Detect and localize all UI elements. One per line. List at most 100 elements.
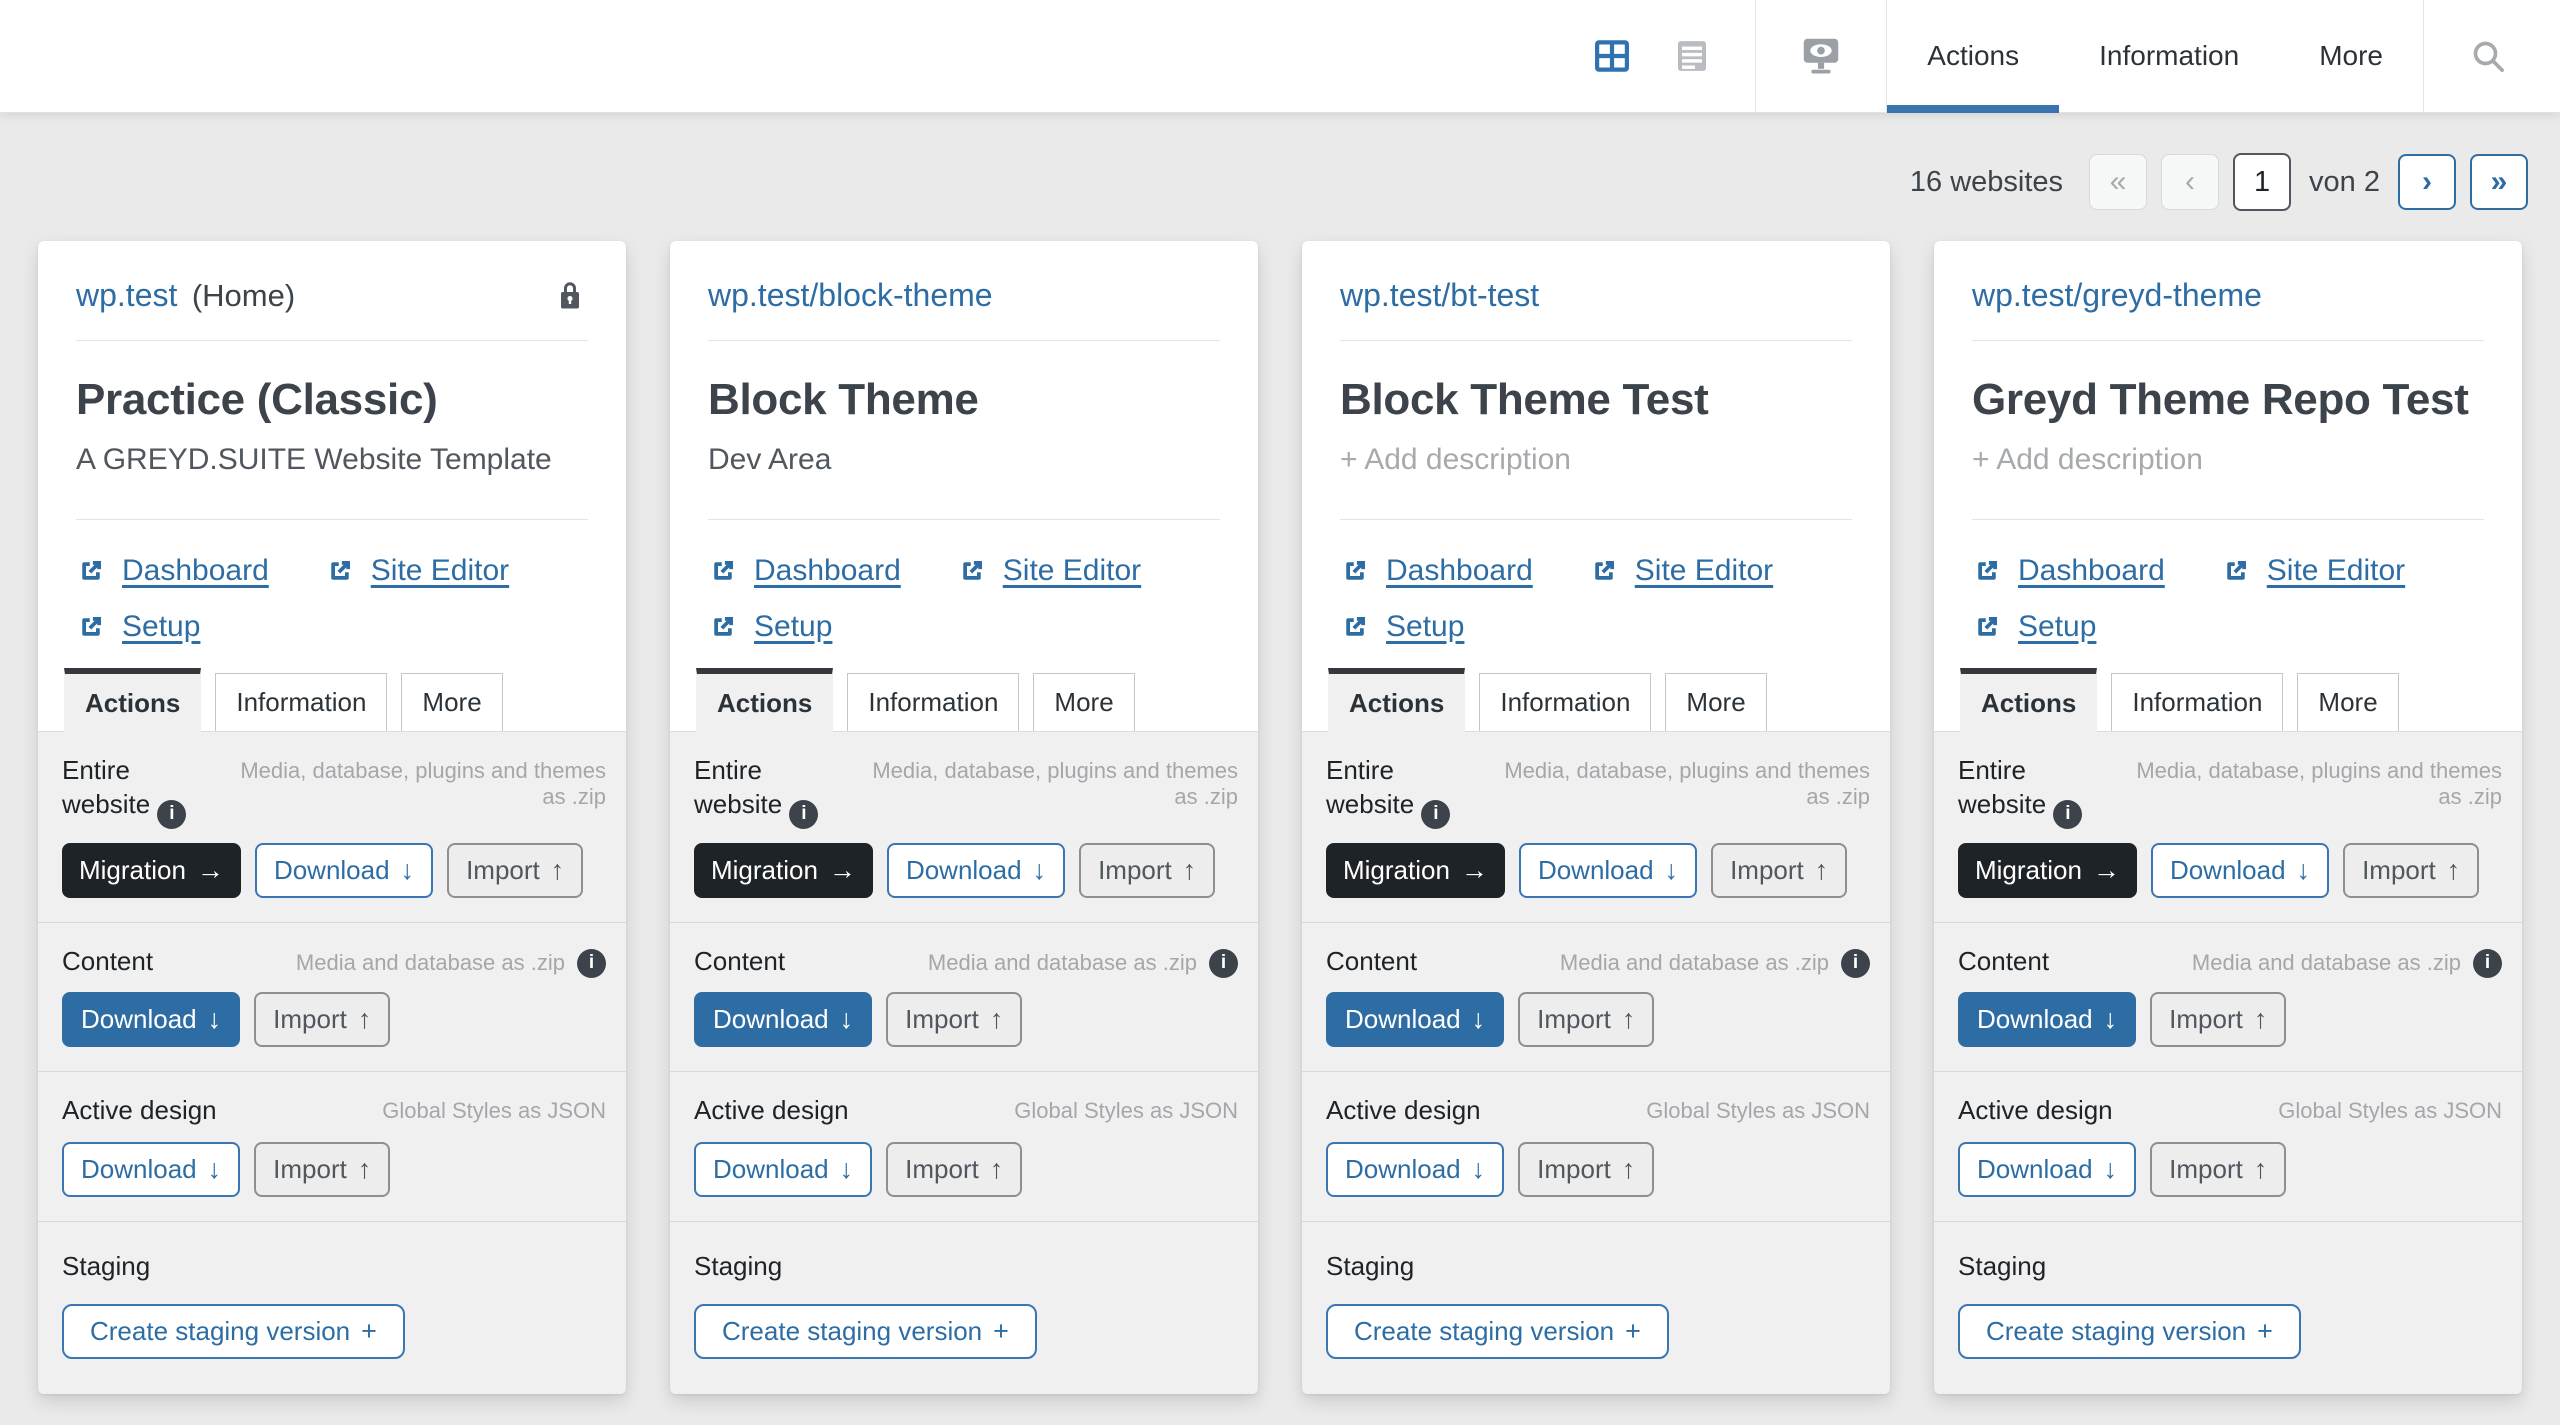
prev-page-button[interactable]: ‹ — [2161, 154, 2220, 210]
import-button[interactable]: Import ↑ — [2150, 1142, 2287, 1198]
card-tab-information[interactable]: Information — [2111, 673, 2284, 731]
card-tab-more[interactable]: More — [2297, 673, 2399, 731]
create-staging-version-button[interactable]: Create staging version + — [694, 1304, 1037, 1360]
section-caption-box: Media, database, plugins and themes as .… — [2111, 754, 2502, 810]
topbar-tab-actions[interactable]: Actions — [1887, 0, 2059, 113]
search-button[interactable] — [2468, 36, 2508, 76]
info-icon[interactable]: i — [157, 799, 187, 829]
dashboard-link[interactable]: Dashboard — [1340, 554, 1533, 588]
download-button[interactable]: Download ↓ — [1518, 842, 1698, 898]
download-button[interactable]: Download ↓ — [886, 842, 1066, 898]
card-tab-actions[interactable]: Actions — [696, 668, 834, 732]
preview-toggle[interactable] — [1798, 33, 1844, 79]
card-tab-more[interactable]: More — [1033, 673, 1135, 731]
external-link-icon — [1978, 561, 1997, 580]
card-tab-information[interactable]: Information — [215, 673, 388, 731]
site-editor-link[interactable]: Site Editor — [325, 554, 509, 588]
create-staging-version-button[interactable]: Create staging version + — [1326, 1304, 1669, 1360]
setup-link[interactable]: Setup — [1972, 610, 2096, 644]
site-editor-link[interactable]: Site Editor — [2221, 554, 2405, 588]
site-description[interactable]: Dev Area — [708, 443, 832, 476]
download-button[interactable]: Download ↓ — [62, 1142, 241, 1198]
download-button[interactable]: Download ↓ — [1326, 992, 1505, 1048]
import-button[interactable]: Import ↑ — [1079, 842, 1216, 898]
import-button[interactable]: Import ↑ — [254, 1142, 391, 1198]
import-button[interactable]: Import ↑ — [254, 992, 391, 1048]
first-page-button[interactable]: « — [2089, 154, 2148, 210]
download-button[interactable]: Download ↓ — [1958, 1142, 2137, 1198]
import-button[interactable]: Import ↑ — [1518, 992, 1655, 1048]
card-tab-actions[interactable]: Actions — [64, 668, 202, 732]
download-button[interactable]: Download ↓ — [2150, 842, 2330, 898]
arrow-icon: ↑ — [989, 1004, 1004, 1035]
topbar-tab-more[interactable]: More — [2279, 0, 2423, 112]
search-group — [2424, 0, 2560, 112]
import-button[interactable]: Import ↑ — [1711, 842, 1848, 898]
migration-button[interactable]: Migration → — [694, 842, 873, 898]
site-editor-link[interactable]: Site Editor — [1589, 554, 1773, 588]
create-staging-version-button[interactable]: Create staging version + — [1958, 1304, 2301, 1360]
site-editor-link[interactable]: Site Editor — [957, 554, 1141, 588]
info-icon[interactable]: i — [1209, 948, 1238, 978]
section-content: Content Media and database as .zip i Downlo… — [1302, 921, 1890, 1072]
section-staging: Staging Create staging version + — [1934, 1221, 2522, 1383]
arrow-icon: ↑ — [1814, 854, 1829, 885]
section-content: Content Media and database as .zip i Downlo… — [670, 921, 1258, 1072]
migration-button[interactable]: Migration → — [62, 842, 241, 898]
download-button[interactable]: Download ↓ — [62, 992, 241, 1048]
card-tab-information[interactable]: Information — [847, 673, 1020, 731]
info-icon[interactable]: i — [1421, 799, 1451, 829]
migration-button[interactable]: Migration → — [1958, 842, 2137, 898]
download-button[interactable]: Download ↓ — [1326, 1142, 1505, 1198]
import-button[interactable]: Import ↑ — [447, 842, 584, 898]
dashboard-link[interactable]: Dashboard — [76, 554, 269, 588]
card-tab-more[interactable]: More — [401, 673, 503, 731]
import-button[interactable]: Import ↑ — [886, 992, 1023, 1048]
import-button[interactable]: Import ↑ — [2150, 992, 2287, 1048]
card-tab-more[interactable]: More — [1665, 673, 1767, 731]
arrow-icon: ↑ — [2253, 1154, 2268, 1185]
import-button[interactable]: Import ↑ — [1518, 1142, 1655, 1198]
site-description[interactable]: A GREYD.SUITE Website Template — [76, 443, 552, 476]
site-url-link[interactable]: wp.test/greyd-theme — [1972, 277, 2262, 313]
topbar-tab-information[interactable]: Information — [2059, 0, 2279, 112]
section-caption: Global Styles as JSON — [1014, 1098, 1238, 1124]
button-label: Create staging version — [722, 1316, 983, 1347]
download-button[interactable]: Download ↓ — [694, 992, 873, 1048]
migration-button[interactable]: Migration → — [1326, 842, 1505, 898]
grid-view-toggle[interactable] — [1591, 35, 1633, 77]
site-description[interactable]: + Add description — [1972, 443, 2203, 476]
site-description[interactable]: + Add description — [1340, 443, 1571, 476]
setup-link[interactable]: Setup — [708, 610, 832, 644]
next-page-button[interactable]: › — [2398, 154, 2456, 210]
info-icon[interactable]: i — [1841, 948, 1870, 978]
setup-link[interactable]: Setup — [76, 610, 200, 644]
last-page-button[interactable]: » — [2470, 154, 2528, 210]
download-button[interactable]: Download ↓ — [254, 842, 434, 898]
create-staging-version-button[interactable]: Create staging version + — [62, 1304, 405, 1360]
page-number-input[interactable] — [2233, 153, 2292, 211]
section-head: Entire website i Media, database, plugins… — [62, 754, 606, 829]
card-tab-actions[interactable]: Actions — [1960, 668, 2098, 732]
import-button[interactable]: Import ↑ — [886, 1142, 1023, 1198]
setup-link[interactable]: Setup — [1340, 610, 1464, 644]
download-button[interactable]: Download ↓ — [1958, 992, 2137, 1048]
list-view-toggle[interactable] — [1671, 35, 1713, 77]
top-bar: Actions Information More — [0, 0, 2560, 113]
site-url-note: (Home) — [191, 278, 296, 313]
quick-links: Dashboard Site Editor Setup — [708, 520, 1220, 668]
info-icon[interactable]: i — [789, 799, 819, 829]
info-icon[interactable]: i — [2473, 948, 2502, 978]
site-url-link[interactable]: wp.test/bt-test — [1340, 277, 1540, 313]
info-icon[interactable]: i — [2053, 799, 2083, 829]
dashboard-link[interactable]: Dashboard — [1972, 554, 2165, 588]
download-button[interactable]: Download ↓ — [694, 1142, 873, 1198]
card-tab-information[interactable]: Information — [1479, 673, 1652, 731]
import-button[interactable]: Import ↑ — [2343, 842, 2480, 898]
site-url-link[interactable]: wp.test — [76, 277, 178, 313]
card-tab-actions[interactable]: Actions — [1328, 668, 1466, 732]
dashboard-link[interactable]: Dashboard — [708, 554, 901, 588]
info-icon[interactable]: i — [577, 948, 606, 978]
section-label-box: Content — [1958, 945, 2049, 979]
site-url-link[interactable]: wp.test/block-theme — [708, 277, 993, 313]
